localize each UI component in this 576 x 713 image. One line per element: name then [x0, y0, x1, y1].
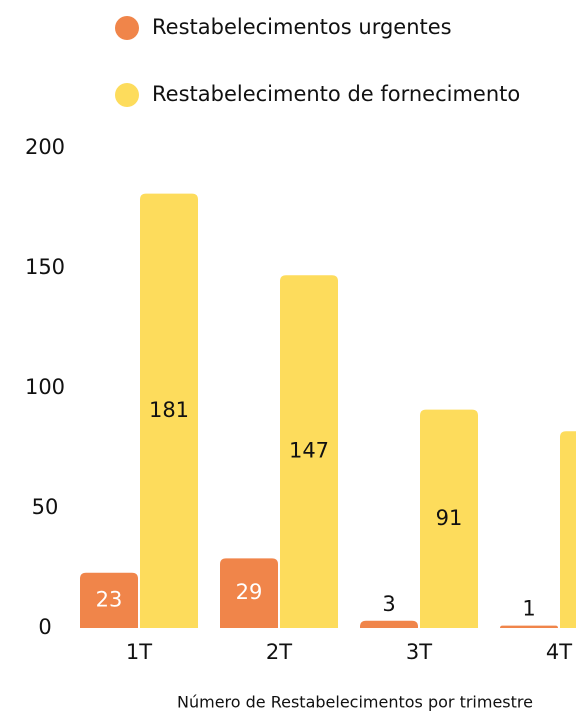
value-label: 147 [289, 439, 329, 463]
bar [560, 431, 576, 628]
legend-label: Restabelecimentos urgentes [152, 15, 452, 39]
legend-label: Restabelecimento de fornecimento [152, 82, 520, 106]
x-tick-label: 2T [266, 640, 292, 664]
bar [220, 558, 278, 628]
y-tick-label: 100 [25, 375, 65, 399]
y-tick-label: 0 [38, 615, 51, 639]
value-label: 91 [436, 506, 463, 530]
value-label: 29 [236, 580, 263, 604]
x-axis-label: Número de Restabelecimentos por trimestr… [177, 693, 533, 712]
x-tick-label: 4T [546, 640, 572, 664]
bar [80, 572, 138, 628]
value-label: 3 [382, 592, 395, 616]
x-tick-label: 3T [406, 640, 432, 664]
y-tick-label: 150 [25, 255, 65, 279]
value-label: 23 [96, 587, 123, 611]
legend-swatch [115, 83, 139, 107]
value-label: 1 [522, 597, 535, 621]
bar [360, 620, 418, 628]
bar [500, 625, 558, 628]
bar [420, 409, 478, 628]
legend-swatch [115, 16, 139, 40]
x-tick-label: 1T [126, 640, 152, 664]
y-tick-label: 50 [32, 495, 59, 519]
y-tick-label: 200 [25, 135, 65, 159]
bar [280, 275, 338, 628]
bar [140, 193, 198, 628]
value-label: 181 [149, 398, 189, 422]
